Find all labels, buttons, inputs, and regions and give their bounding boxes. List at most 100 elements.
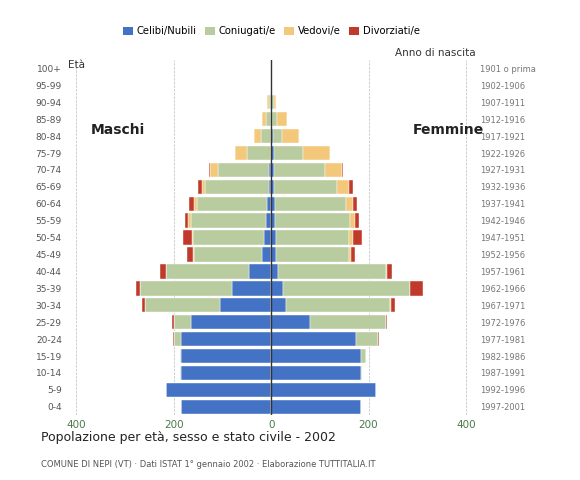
Bar xyxy=(276,247,349,262)
Bar xyxy=(181,332,271,346)
Bar xyxy=(349,247,351,262)
Bar xyxy=(181,349,271,363)
Bar xyxy=(184,214,188,228)
Bar xyxy=(194,247,262,262)
Bar xyxy=(272,112,277,126)
Text: Anno di nascita: Anno di nascita xyxy=(395,48,476,58)
Bar xyxy=(283,281,410,296)
Bar xyxy=(271,146,274,160)
Bar xyxy=(271,349,361,363)
Bar xyxy=(273,129,282,144)
Bar xyxy=(350,214,356,228)
Bar xyxy=(271,366,361,380)
Text: Femmine: Femmine xyxy=(412,123,484,137)
Bar xyxy=(353,197,357,211)
Bar xyxy=(356,332,378,346)
Bar xyxy=(235,146,247,160)
Bar xyxy=(218,163,269,177)
Bar xyxy=(264,230,271,245)
Bar xyxy=(191,315,271,329)
Bar xyxy=(411,281,423,296)
Bar xyxy=(174,315,191,329)
Bar xyxy=(274,180,337,194)
Bar xyxy=(349,180,353,194)
Bar xyxy=(271,383,376,397)
Bar xyxy=(201,180,205,194)
Bar xyxy=(271,298,286,312)
Bar xyxy=(282,129,299,144)
Bar xyxy=(180,349,181,363)
Bar xyxy=(262,129,271,144)
Bar xyxy=(271,78,272,93)
Bar xyxy=(140,281,232,296)
Bar xyxy=(275,197,346,211)
Bar xyxy=(278,264,386,278)
Bar xyxy=(325,163,342,177)
Bar xyxy=(181,366,271,380)
Text: Età: Età xyxy=(68,60,85,70)
Bar xyxy=(386,315,387,329)
Bar xyxy=(271,247,276,262)
Bar xyxy=(136,281,140,296)
Bar xyxy=(269,163,271,177)
Bar xyxy=(271,180,274,194)
Text: COMUNE DI NEPI (VT) · Dati ISTAT 1° gennaio 2002 · Elaborazione TUTTITALIA.IT: COMUNE DI NEPI (VT) · Dati ISTAT 1° genn… xyxy=(41,459,375,468)
Bar xyxy=(271,112,272,126)
Bar xyxy=(351,247,356,262)
Bar xyxy=(160,264,166,278)
Bar xyxy=(342,163,343,177)
Bar xyxy=(144,298,220,312)
Bar xyxy=(142,298,144,312)
Bar xyxy=(211,163,218,177)
Bar xyxy=(220,298,271,312)
Bar xyxy=(271,230,276,245)
Bar xyxy=(266,214,271,228)
Bar xyxy=(271,315,310,329)
Bar xyxy=(269,95,271,109)
Bar xyxy=(349,230,353,245)
Bar xyxy=(266,112,271,126)
Bar xyxy=(193,230,264,245)
Bar xyxy=(286,298,390,312)
Bar xyxy=(209,163,211,177)
Text: Maschi: Maschi xyxy=(91,123,145,137)
Bar xyxy=(262,112,266,126)
Bar xyxy=(271,163,274,177)
Bar xyxy=(271,399,361,414)
Text: Popolazione per età, sesso e stato civile - 2002: Popolazione per età, sesso e stato civil… xyxy=(41,431,335,444)
Bar xyxy=(274,95,276,109)
Bar xyxy=(271,281,283,296)
Bar xyxy=(180,366,181,380)
Bar xyxy=(254,129,262,144)
Bar xyxy=(274,146,303,160)
Bar xyxy=(181,399,271,414)
Bar xyxy=(353,230,362,245)
Bar xyxy=(361,366,362,380)
Bar xyxy=(205,180,269,194)
Bar xyxy=(310,315,386,329)
Bar xyxy=(386,264,392,278)
Bar xyxy=(192,230,193,245)
Bar xyxy=(189,197,194,211)
Bar xyxy=(269,180,271,194)
Bar xyxy=(193,247,194,262)
Bar xyxy=(172,315,174,329)
Bar xyxy=(277,112,287,126)
Bar xyxy=(275,214,350,228)
Bar xyxy=(262,247,271,262)
Bar xyxy=(197,197,267,211)
Bar xyxy=(247,146,271,160)
Legend: Celibi/Nubili, Coniugati/e, Vedovi/e, Divorziati/e: Celibi/Nubili, Coniugati/e, Vedovi/e, Di… xyxy=(118,23,424,40)
Bar xyxy=(271,214,275,228)
Bar xyxy=(356,214,359,228)
Bar xyxy=(188,214,191,228)
Bar xyxy=(267,197,271,211)
Bar xyxy=(346,197,353,211)
Bar xyxy=(183,230,192,245)
Bar xyxy=(166,264,249,278)
Bar xyxy=(361,349,366,363)
Bar xyxy=(249,264,271,278)
Bar xyxy=(267,95,269,109)
Bar xyxy=(271,197,275,211)
Bar xyxy=(271,264,278,278)
